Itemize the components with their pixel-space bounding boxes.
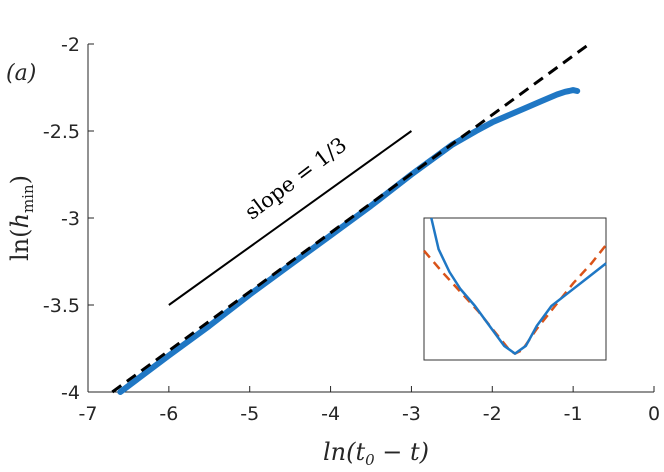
slope-reference-line bbox=[168, 130, 413, 306]
x-tick-label: -6 bbox=[159, 403, 178, 425]
inset-plot bbox=[423, 217, 607, 361]
y-tick-label: -4 bbox=[61, 382, 80, 404]
x-tick-label: 0 bbox=[648, 403, 660, 425]
y-tick-label: -3.5 bbox=[43, 295, 80, 317]
x-axis-label: ln(t0 − t) bbox=[323, 438, 429, 469]
y-tick-label: -2 bbox=[61, 34, 80, 56]
panel-label: (a) bbox=[6, 61, 36, 86]
x-tick-label: -1 bbox=[564, 403, 583, 425]
y-tick-label: -3 bbox=[61, 208, 80, 230]
x-tick-label: -2 bbox=[483, 403, 502, 425]
inset-frame bbox=[423, 217, 607, 361]
y-axis-label: ln(hmin) bbox=[6, 175, 37, 261]
x-tick-label: -7 bbox=[79, 403, 98, 425]
inset-series-solid bbox=[430, 217, 607, 355]
x-tick-label: -3 bbox=[402, 403, 421, 425]
x-tick-label: -4 bbox=[321, 403, 340, 425]
x-tick-label: -5 bbox=[240, 403, 259, 425]
series-fit-line bbox=[111, 42, 591, 394]
y-tick-label: -2.5 bbox=[43, 121, 80, 143]
slope-annotation: slope = 1/3 bbox=[240, 132, 351, 224]
series-data-line bbox=[117, 87, 581, 395]
main-plot bbox=[87, 42, 655, 395]
tick-labels: -7 -6 -5 -4 -3 -2 -1 0 -2 -2.5 -3 -3.5 -4 bbox=[43, 34, 660, 425]
